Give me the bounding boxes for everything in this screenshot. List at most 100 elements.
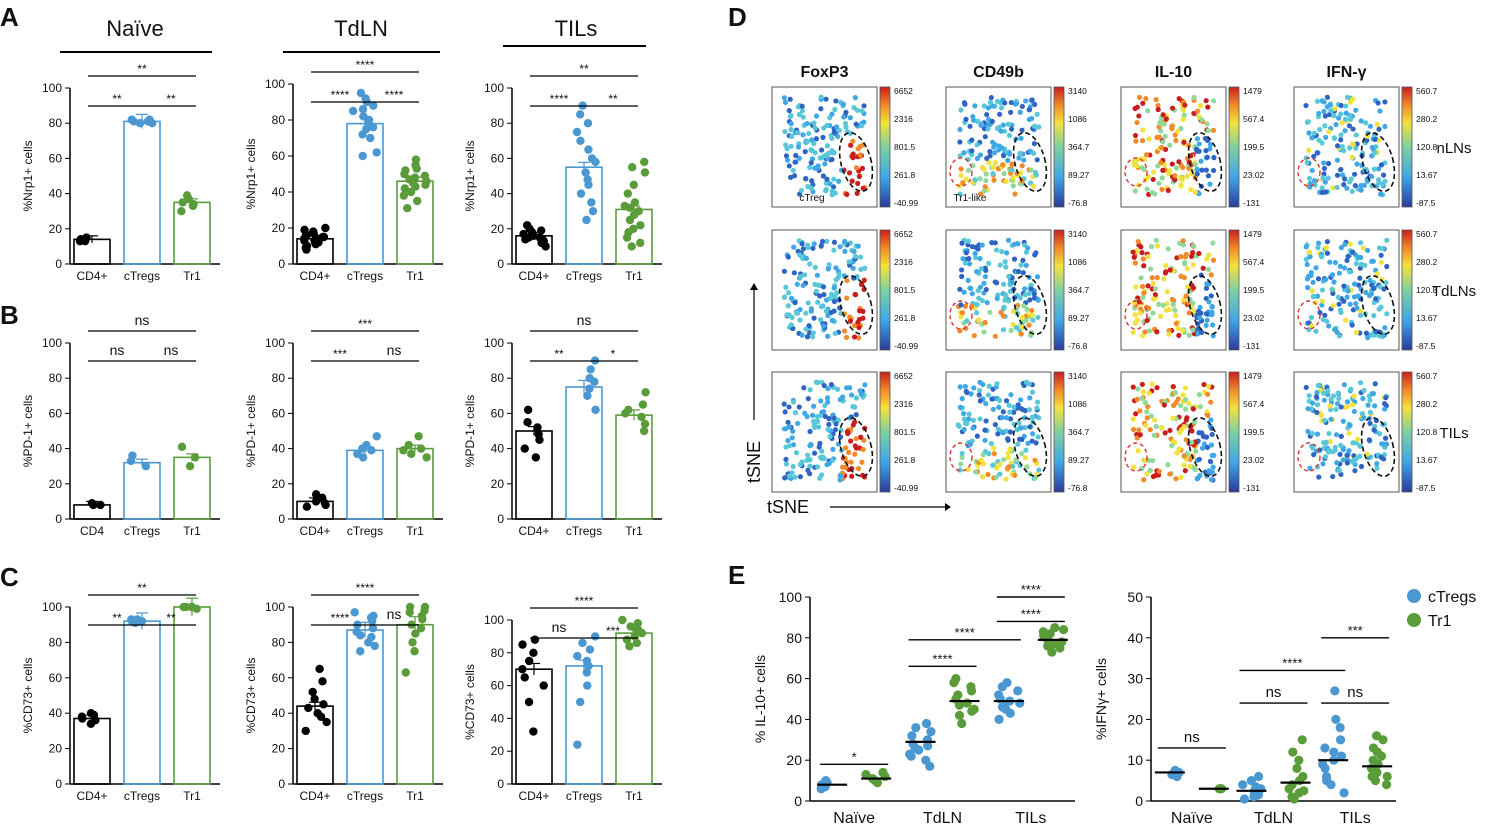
data-point bbox=[520, 444, 529, 453]
tsne-point bbox=[1324, 94, 1330, 100]
tsne-point bbox=[1132, 312, 1138, 318]
y-tick-label: 60 bbox=[491, 151, 505, 165]
y-tick-label: 100 bbox=[265, 77, 285, 91]
tsne-point bbox=[1339, 144, 1345, 150]
y-tick-label: 80 bbox=[49, 116, 63, 130]
tsne-point bbox=[1150, 280, 1156, 287]
tsne-point bbox=[791, 270, 797, 276]
tsne-point bbox=[1018, 425, 1024, 431]
tsne-point bbox=[959, 396, 965, 402]
significance-label: **** bbox=[1021, 582, 1041, 597]
tsne-point bbox=[1338, 442, 1344, 448]
tsne-point bbox=[1161, 121, 1167, 127]
tsne-point bbox=[832, 330, 838, 337]
data-point bbox=[185, 462, 195, 471]
tsne-point bbox=[1360, 395, 1366, 402]
tsne-point bbox=[1206, 252, 1212, 258]
tsne-point bbox=[1356, 282, 1362, 288]
tr1-like-annotation: Tr1-like bbox=[954, 193, 987, 204]
tsne-point bbox=[1005, 157, 1011, 163]
data-point bbox=[522, 221, 532, 230]
color-scale-label: -76.8 bbox=[1068, 198, 1088, 208]
data-point bbox=[399, 191, 409, 200]
tsne-point bbox=[812, 150, 818, 156]
y-tick-label: 100 bbox=[42, 600, 62, 614]
tsne-point bbox=[1135, 386, 1141, 392]
tsne-point bbox=[831, 176, 837, 182]
data-point bbox=[399, 446, 408, 455]
tsne-point bbox=[837, 244, 843, 250]
y-tick-label: 40 bbox=[49, 442, 63, 456]
tsne-point bbox=[1181, 139, 1187, 145]
color-scale-label: 364.7 bbox=[1068, 142, 1090, 152]
tsne-point bbox=[802, 272, 808, 278]
tsne-point bbox=[957, 126, 963, 133]
group-header-tils: TILs bbox=[555, 16, 598, 41]
tsne-point bbox=[1183, 437, 1189, 443]
tsne-point bbox=[1178, 254, 1184, 260]
tsne-point bbox=[1361, 415, 1367, 421]
tsne-point bbox=[960, 410, 967, 417]
tsne-point bbox=[791, 244, 797, 250]
tsne-point bbox=[1323, 276, 1329, 283]
tsne-point bbox=[985, 105, 992, 111]
tsne-point bbox=[834, 290, 840, 296]
tsne-point bbox=[1165, 187, 1171, 193]
tsne-point bbox=[1136, 113, 1142, 119]
color-scale-label: 120.8 bbox=[1416, 427, 1438, 437]
tsne-point bbox=[1311, 178, 1318, 184]
x-tick-label: Tr1 bbox=[625, 269, 643, 283]
tsne-point bbox=[1164, 289, 1170, 295]
tsne-point bbox=[963, 388, 969, 395]
tsne-point bbox=[1372, 403, 1378, 409]
data-point bbox=[575, 110, 585, 119]
tsne-point bbox=[795, 310, 801, 316]
tsne-point bbox=[1006, 151, 1013, 157]
tsne-point bbox=[967, 441, 973, 447]
tsne-point bbox=[1322, 417, 1328, 424]
data-point bbox=[129, 117, 138, 126]
tsne-point bbox=[958, 166, 964, 172]
tsne-point bbox=[1028, 167, 1034, 173]
tsne-point bbox=[813, 136, 819, 142]
data-point bbox=[583, 391, 592, 400]
tsne-point bbox=[957, 404, 963, 411]
data-point bbox=[372, 148, 381, 157]
tsne-point bbox=[1130, 426, 1137, 433]
tsne-point bbox=[1326, 129, 1332, 135]
data-point bbox=[87, 498, 97, 508]
tsne-point bbox=[1306, 393, 1312, 399]
tsne-point bbox=[1029, 389, 1036, 395]
color-scale-bar bbox=[879, 371, 891, 493]
tsne-point bbox=[1321, 171, 1327, 177]
tsne-point bbox=[1003, 250, 1010, 256]
tsne-point bbox=[830, 446, 836, 452]
data-point-ctregs bbox=[1336, 751, 1347, 761]
tsne-point bbox=[1357, 443, 1363, 449]
tsne-point bbox=[984, 111, 990, 118]
tsne-point bbox=[1376, 166, 1382, 172]
tsne-point bbox=[807, 457, 813, 463]
color-scale-label: 3140 bbox=[1068, 229, 1087, 239]
tsne-point bbox=[1176, 159, 1182, 165]
tsne-point bbox=[1140, 389, 1146, 395]
data-point bbox=[416, 624, 426, 633]
tsne-point bbox=[1190, 406, 1196, 412]
tsne-point bbox=[1376, 126, 1382, 132]
tsne-point bbox=[966, 261, 973, 267]
data-point-tr1 bbox=[1294, 755, 1304, 765]
tsne-point bbox=[1319, 185, 1325, 191]
tsne-point bbox=[1207, 181, 1213, 187]
tsne-point bbox=[849, 153, 855, 159]
tsne-point bbox=[804, 120, 810, 127]
tsne-point bbox=[1174, 128, 1181, 135]
tsne-point bbox=[1204, 317, 1210, 323]
data-point-ctregs bbox=[910, 743, 920, 753]
data-point bbox=[618, 615, 627, 625]
tsne-point bbox=[1332, 259, 1338, 266]
tsne-point bbox=[1352, 468, 1358, 474]
tsne-y-arrowhead bbox=[750, 283, 758, 290]
